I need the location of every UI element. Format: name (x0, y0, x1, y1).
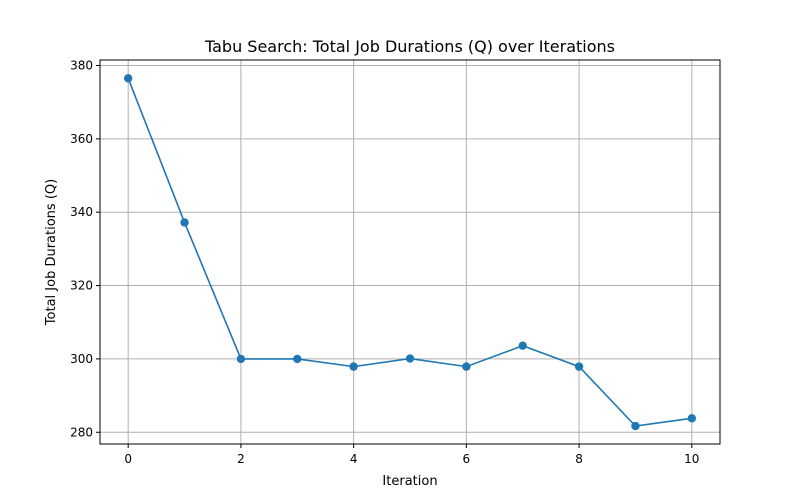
y-tick-label: 360 (70, 132, 93, 146)
y-tick-label: 300 (70, 352, 93, 366)
data-point (462, 362, 471, 371)
x-tick-label: 6 (463, 452, 471, 466)
y-tick-label: 280 (70, 425, 93, 439)
x-tick-label: 8 (575, 452, 583, 466)
y-tick-label: 340 (70, 205, 93, 219)
x-axis-label: Iteration (382, 474, 437, 489)
plot-frame (99, 59, 721, 445)
data-point (687, 414, 697, 423)
data-point (236, 354, 246, 364)
series-line (127, 78, 692, 427)
y-tick-label: 380 (70, 59, 93, 73)
series-layer (123, 74, 697, 431)
data-point (293, 354, 302, 364)
data-point (574, 362, 584, 371)
ticks: 0 2 4 6 8 10 280 300 320 340 360 380 (70, 59, 699, 466)
data-point (631, 421, 640, 431)
x-tick-label: 0 (124, 452, 132, 466)
data-point (180, 218, 189, 227)
data-point (123, 74, 133, 83)
data-point (349, 362, 358, 371)
data-point (405, 354, 415, 363)
chart-title: Tabu Search: Total Job Durations (Q) ove… (204, 37, 615, 56)
y-axis-label: Total Job Durations (Q) (44, 179, 59, 326)
grid (100, 60, 720, 444)
x-tick-label: 2 (237, 452, 245, 466)
x-tick-label: 10 (684, 452, 699, 466)
y-tick-label: 320 (70, 279, 93, 293)
x-tick-label: 4 (350, 452, 358, 466)
data-point (518, 341, 527, 350)
